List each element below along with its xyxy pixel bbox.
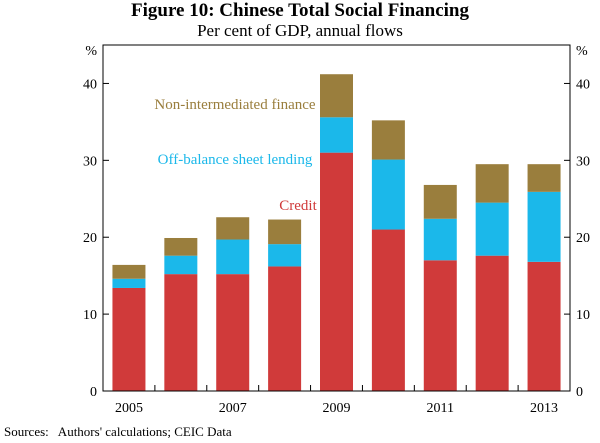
y-tick-label-left-10: 10	[83, 308, 97, 323]
series-label-non-intermediated-finance: Non-intermediated finance	[154, 97, 316, 113]
bar-2005-off-balance-sheet-lending	[112, 278, 146, 288]
bar-2009-credit	[320, 152, 353, 391]
chart-subtitle: Per cent of GDP, annual flows	[197, 21, 403, 40]
bar-2008-credit	[268, 266, 302, 391]
bar-2009-non-intermediated-finance	[320, 74, 353, 118]
y-tick-label-right-20: 20	[576, 231, 590, 246]
y-unit-right: %	[576, 44, 588, 59]
bar-2007-credit	[216, 274, 250, 391]
bars-layer	[112, 74, 561, 391]
series-label-off-balance-sheet-lending: Off-balance sheet lending	[158, 152, 313, 168]
y-tick-label-right-30: 30	[576, 154, 590, 169]
y-tick-label-left-40: 40	[83, 77, 97, 92]
y-tick-label-left-20: 20	[83, 231, 97, 246]
bar-2011-non-intermediated-finance	[423, 184, 457, 219]
source-note: Sources: Authors' calculations; CEIC Dat…	[4, 424, 232, 439]
series-label-credit: Credit	[279, 198, 317, 214]
bar-2010-non-intermediated-finance	[371, 120, 405, 160]
bar-2011-credit	[423, 260, 457, 391]
x-tick-label-2013: 2013	[530, 401, 558, 416]
bar-2012-off-balance-sheet-lending	[475, 202, 509, 256]
bar-2010-off-balance-sheet-lending	[371, 159, 405, 230]
bar-2006-credit	[164, 274, 198, 391]
bar-2005-non-intermediated-finance	[112, 264, 146, 279]
y-tick-label-right-0: 0	[576, 385, 583, 400]
y-tick-label-left-0: 0	[90, 385, 97, 400]
y-tick-label-right-10: 10	[576, 308, 590, 323]
plot-frame	[102, 44, 571, 392]
x-tick-label-2011: 2011	[427, 401, 454, 416]
x-tick-label-2005: 2005	[115, 401, 143, 416]
chart-title: Figure 10: Chinese Total Social Financin…	[131, 0, 469, 21]
bar-2006-off-balance-sheet-lending	[164, 255, 198, 275]
bar-2009-off-balance-sheet-lending	[320, 117, 353, 153]
bar-2006-non-intermediated-finance	[164, 237, 198, 256]
labels-layer: 0 0 10 10 20 20 30 30 40 40% % 2005 2007 2009 2011 2013…	[83, 44, 590, 416]
bar-2008-non-intermediated-finance	[268, 219, 302, 245]
bar-2010-credit	[371, 229, 405, 391]
y-tick-label-right-40: 40	[576, 77, 590, 92]
bar-2011-off-balance-sheet-lending	[423, 218, 457, 261]
bar-2012-non-intermediated-finance	[475, 164, 509, 203]
ticks-layer	[103, 82, 570, 392]
bar-2012-credit	[475, 255, 509, 391]
x-tick-label-2009: 2009	[323, 401, 351, 416]
bar-2007-off-balance-sheet-lending	[216, 239, 250, 275]
x-tick-label-2007: 2007	[219, 401, 247, 416]
bar-2008-off-balance-sheet-lending	[268, 244, 302, 267]
bar-2013-non-intermediated-finance	[527, 164, 561, 192]
bar-2013-off-balance-sheet-lending	[527, 191, 561, 262]
y-unit-left: %	[85, 44, 97, 59]
bar-2005-credit	[112, 287, 146, 391]
y-tick-label-left-30: 30	[83, 154, 97, 169]
bar-2013-credit	[527, 261, 561, 391]
bar-2007-non-intermediated-finance	[216, 217, 250, 240]
